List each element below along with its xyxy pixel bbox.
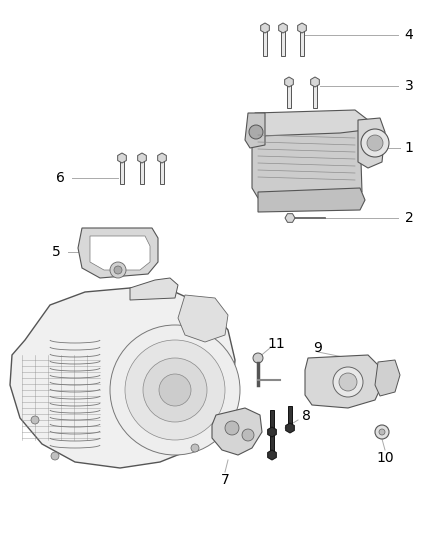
Polygon shape [212, 408, 262, 455]
Text: 8: 8 [301, 409, 311, 423]
Polygon shape [90, 236, 150, 270]
Circle shape [143, 358, 207, 422]
Bar [160, 158, 164, 184]
Circle shape [339, 373, 357, 391]
Circle shape [159, 374, 191, 406]
Circle shape [361, 129, 389, 157]
Polygon shape [258, 188, 365, 212]
Polygon shape [311, 77, 319, 87]
Polygon shape [285, 77, 293, 87]
Text: 10: 10 [376, 451, 394, 465]
Circle shape [110, 325, 240, 455]
Polygon shape [118, 153, 126, 163]
Text: 7: 7 [221, 473, 230, 487]
Circle shape [253, 353, 263, 363]
Circle shape [242, 429, 254, 441]
Polygon shape [261, 23, 269, 33]
Text: 11: 11 [267, 337, 285, 351]
Polygon shape [268, 450, 276, 460]
Text: 1: 1 [405, 141, 413, 155]
Circle shape [114, 266, 122, 274]
Circle shape [31, 416, 39, 424]
Circle shape [225, 421, 239, 435]
Bar [287, 82, 291, 108]
Circle shape [379, 429, 385, 435]
Circle shape [51, 452, 59, 460]
Circle shape [191, 444, 199, 452]
Polygon shape [78, 228, 158, 278]
Polygon shape [286, 423, 294, 433]
Text: 5: 5 [52, 245, 60, 259]
Polygon shape [178, 295, 228, 342]
Text: 3: 3 [405, 79, 413, 93]
Polygon shape [305, 355, 382, 408]
Polygon shape [10, 288, 235, 468]
Circle shape [367, 135, 383, 151]
Bar [120, 158, 124, 184]
Bar [140, 158, 144, 184]
Text: 6: 6 [56, 171, 64, 185]
Polygon shape [279, 23, 287, 33]
Polygon shape [268, 427, 276, 437]
Polygon shape [245, 113, 265, 148]
Bar [270, 435, 274, 455]
Circle shape [333, 367, 363, 397]
Bar [300, 28, 304, 56]
Text: 2: 2 [405, 211, 413, 225]
Polygon shape [138, 153, 146, 163]
Bar [281, 28, 285, 56]
Bar [270, 410, 274, 432]
Polygon shape [375, 360, 400, 396]
Bar [263, 28, 267, 56]
Text: 4: 4 [405, 28, 413, 42]
Polygon shape [285, 214, 295, 222]
Circle shape [125, 340, 225, 440]
Circle shape [375, 425, 389, 439]
Bar [313, 82, 317, 108]
Polygon shape [130, 278, 178, 300]
Circle shape [249, 125, 263, 139]
Polygon shape [158, 153, 166, 163]
Text: 9: 9 [314, 341, 322, 355]
Circle shape [110, 262, 126, 278]
Polygon shape [298, 23, 306, 33]
Polygon shape [248, 110, 368, 136]
Bar [288, 406, 292, 428]
Polygon shape [252, 130, 362, 198]
Polygon shape [358, 118, 385, 168]
